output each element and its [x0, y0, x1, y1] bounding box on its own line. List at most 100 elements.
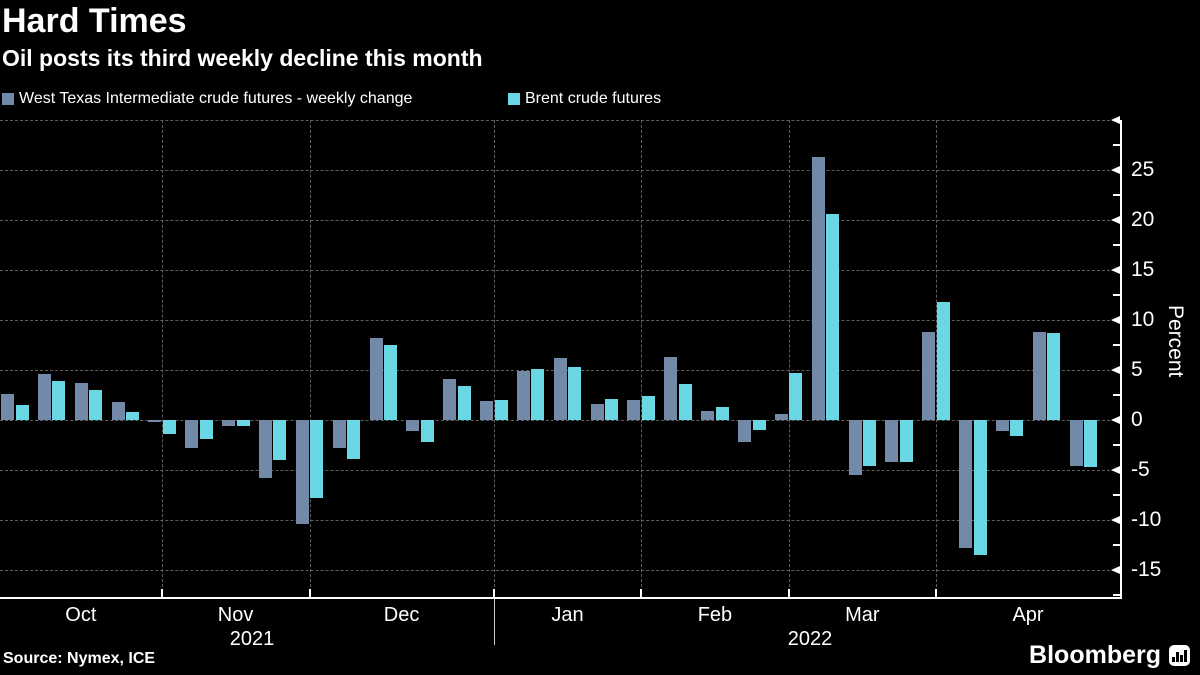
gridline-month-1 — [309, 120, 311, 597]
y-minor-tick-27.5 — [1113, 144, 1120, 146]
y-minor-tick-22.5 — [1113, 194, 1120, 196]
bar-brent — [1047, 333, 1061, 420]
y-major-tick-10 — [1111, 316, 1120, 324]
bar-wti — [811, 157, 825, 420]
x-month-label-apr: Apr — [1012, 604, 1044, 626]
bar-brent — [752, 420, 766, 430]
bar-wti — [774, 414, 788, 420]
y-tick-label-5: 5 — [1131, 358, 1143, 381]
y-tick-label--15: -15 — [1131, 558, 1162, 581]
y-axis-title: Percent — [1164, 305, 1187, 378]
bar-brent — [1084, 420, 1098, 467]
gridline-month-3 — [641, 120, 643, 597]
x-year-label-2021: 2021 — [229, 628, 275, 650]
bar-wti — [332, 420, 346, 448]
legend-item-brent: Brent crude futures — [508, 90, 661, 108]
x-month-tick-2 — [492, 589, 495, 597]
bar-wti — [37, 374, 51, 420]
y-tick-label-15: 15 — [1131, 258, 1155, 281]
y-tick-label-25: 25 — [1131, 158, 1155, 181]
bar-wti — [222, 420, 236, 426]
bar-brent — [457, 386, 471, 420]
bar-brent — [89, 390, 103, 420]
y-minor-tick-7.5 — [1113, 344, 1120, 346]
x-year-label-2022: 2022 — [787, 628, 833, 650]
bar-wti — [553, 358, 567, 420]
bar-wti — [406, 420, 420, 431]
bar-wti — [627, 400, 641, 420]
bar-brent — [715, 407, 729, 420]
x-month-label-feb: Feb — [697, 604, 733, 626]
x-month-label-mar: Mar — [845, 604, 880, 626]
y-tick-label-10: 10 — [1131, 308, 1155, 331]
gridline-h-25 — [0, 170, 1120, 171]
y-minor-tick-12.5 — [1113, 294, 1120, 296]
y-major-tick-25 — [1111, 166, 1120, 174]
bar-brent — [310, 420, 324, 498]
bar-brent — [126, 412, 140, 420]
x-month-tick-1 — [308, 589, 311, 597]
bar-brent — [678, 384, 692, 420]
gridline-month-0 — [161, 120, 163, 597]
bloomberg-logo: Bloomberg — [1029, 641, 1190, 670]
bar-wti — [111, 402, 125, 420]
y-major-tick-0 — [1111, 416, 1120, 424]
plot-area: 25 20 15 10 5 0 -5 -10 -15 Oct Nov Dec Jan Feb Mar Apr 2… — [0, 116, 1200, 675]
gridline-h-10 — [0, 320, 1120, 321]
bloomberg-chart-icon — [1169, 645, 1190, 666]
y-major-tick--15 — [1111, 566, 1120, 574]
legend: West Texas Intermediate crude futures - … — [2, 90, 1122, 110]
gridline-h-20 — [0, 220, 1120, 221]
x-month-tick-4 — [787, 589, 790, 597]
x-month-label-oct: Oct — [65, 604, 97, 626]
y-tick-label--10: -10 — [1131, 508, 1162, 531]
x-month-label-dec: Dec — [383, 604, 420, 626]
bar-brent — [494, 400, 508, 420]
chart-subtitle: Oil posts its third weekly decline this … — [2, 45, 483, 71]
bar-brent — [420, 420, 434, 442]
bar-brent — [568, 367, 582, 420]
y-major-tick-15 — [1111, 266, 1120, 274]
gridline-h--10 — [0, 520, 1120, 521]
bar-wti — [516, 371, 530, 420]
bar-wti — [74, 383, 88, 420]
bar-wti — [922, 332, 936, 420]
bloomberg-wordmark: Bloomberg — [1029, 641, 1161, 669]
bar-wti — [185, 420, 199, 448]
y-axis-line — [1120, 120, 1122, 599]
bar-wti — [664, 357, 678, 420]
y-tick-label-0: 0 — [1131, 408, 1143, 431]
bar-brent — [973, 420, 987, 555]
bar-brent — [273, 420, 287, 460]
x-month-tick-0 — [160, 589, 163, 597]
bar-brent — [641, 396, 655, 420]
gridline-month-5 — [936, 120, 937, 597]
gridline-h--5 — [0, 470, 1120, 471]
bar-wti — [885, 420, 899, 462]
x-month-tick-3 — [640, 589, 643, 597]
gridline-h-0 — [0, 420, 1120, 421]
bar-wti — [295, 420, 309, 524]
gridline-h--15 — [0, 570, 1120, 571]
y-minor-tick--7.5 — [1113, 494, 1120, 496]
y-minor-tick-17.5 — [1113, 244, 1120, 246]
bar-wti — [1069, 420, 1083, 466]
bar-brent — [384, 345, 397, 420]
x-month-tick-5 — [935, 589, 937, 597]
bar-wti — [995, 420, 1009, 431]
bar-wti — [1032, 332, 1046, 420]
y-major-tick--10 — [1111, 516, 1120, 524]
y-minor-tick-2.5 — [1113, 394, 1120, 396]
bar-brent — [605, 399, 619, 420]
gridline-h-15 — [0, 270, 1120, 271]
y-major-tick-5 — [1111, 366, 1120, 374]
x-month-label-nov: Nov — [217, 604, 254, 626]
gridline-month-4 — [788, 120, 790, 597]
bar-brent — [236, 420, 250, 426]
y-minor-tick--17.5 — [1113, 594, 1120, 596]
bar-brent — [347, 420, 361, 459]
bar-wti — [369, 338, 383, 420]
bar-brent — [52, 381, 66, 420]
year-separator-tick — [493, 599, 495, 645]
bar-brent — [936, 302, 950, 420]
